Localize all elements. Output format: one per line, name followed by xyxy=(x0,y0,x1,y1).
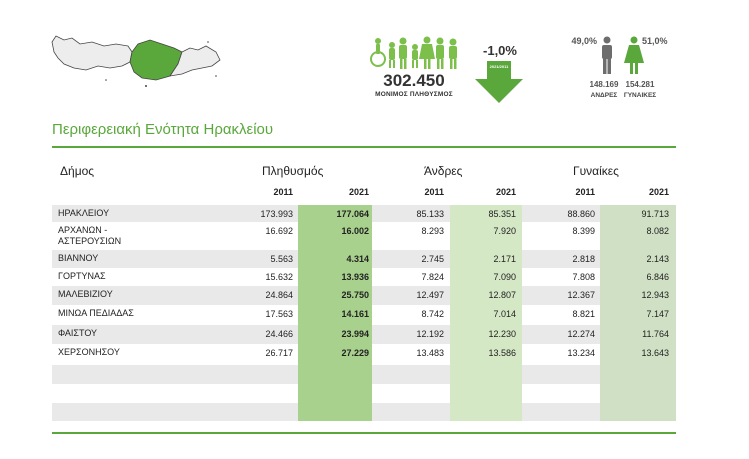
table-cell-women2011: 12.274 xyxy=(567,329,595,339)
table-cell-pop2011: 5.563 xyxy=(270,254,293,264)
table-cell-pop2021: 14.161 xyxy=(341,309,369,319)
table-cell-women2011: 7.808 xyxy=(572,272,595,282)
table-cell-pop2021: 177.064 xyxy=(336,209,369,219)
female-label: ΓΥΝΑΙΚΕΣ xyxy=(623,92,657,99)
table-cell-women2021: 91.713 xyxy=(641,209,669,219)
table-cell-pop2021: 23.994 xyxy=(341,329,369,339)
table-cell-men2011: 8.293 xyxy=(421,226,444,236)
table-cell-men2011: 12.192 xyxy=(416,329,444,339)
table-cell-women2021: 12.943 xyxy=(641,290,669,300)
table-cell-women2021: 6.846 xyxy=(646,272,669,282)
table-cell-women2011: 88.860 xyxy=(567,209,595,219)
table-cell-men2021: 13.586 xyxy=(488,348,516,358)
table-cell-women2011: 2.818 xyxy=(572,254,595,264)
municipality-name: ΦΑΙΣΤΟΥ xyxy=(58,328,98,338)
table-cell-women2021: 7.147 xyxy=(646,309,669,319)
population-total: 302.450 xyxy=(383,71,445,90)
table-cell-pop2021: 13.936 xyxy=(341,272,369,282)
population-change-pct: -1,0% xyxy=(483,43,517,58)
municipality-name: ΗΡΑΚΛΕΙΟΥ xyxy=(58,208,110,218)
highlight-column-2021 xyxy=(450,205,522,421)
table-cell-men2021: 12.807 xyxy=(488,290,516,300)
table-cell-women2021: 8.082 xyxy=(646,226,669,236)
table-cell-women2021: 11.764 xyxy=(642,329,669,339)
year-header: 2011 xyxy=(424,187,444,197)
municipality-name: ΒΙΑΝΝΟΥ xyxy=(58,253,99,263)
male-label: ΑΝΔΡΕΣ xyxy=(590,92,618,99)
municipality-name: ΑΡΧΑΝΩΝ - ΑΣΤΕΡΟΥΣΙΩΝ xyxy=(58,225,122,246)
highlight-column-2021 xyxy=(600,205,676,421)
down-arrow-icon xyxy=(475,61,523,103)
table-cell-pop2011: 26.717 xyxy=(265,348,293,358)
table-cell-men2011: 8.742 xyxy=(421,309,444,319)
table-cell-women2011: 13.234 xyxy=(567,348,595,358)
table-cell-men2021: 7.014 xyxy=(493,309,516,319)
table-cell-pop2011: 24.864 xyxy=(265,290,293,300)
table-cell-pop2011: 24.466 xyxy=(265,329,293,339)
table-cell-men2011: 12.497 xyxy=(416,290,444,300)
table-cell-pop2021: 16.002 xyxy=(341,226,369,236)
table-cell-pop2021: 4.314 xyxy=(346,254,369,264)
table-cell-pop2011: 173.993 xyxy=(260,209,293,219)
bottom-divider xyxy=(52,432,676,434)
municipality-name: ΜΙΝΩΑ ΠΕΔΙΑΔΑΣ xyxy=(58,308,134,318)
col-header-municipality: Δήμος xyxy=(60,164,95,178)
col-header-women: Γυναίκες xyxy=(573,164,619,178)
table-cell-men2011: 85.133 xyxy=(416,209,444,219)
year-header: 2021 xyxy=(648,187,669,197)
male-pct: 49,0% xyxy=(571,36,597,46)
table-cell-women2011: 8.399 xyxy=(572,226,595,236)
table-cell-women2021: 2.143 xyxy=(646,254,669,264)
table-cell-women2011: 12.367 xyxy=(567,290,595,300)
table-cell-men2021: 12.230 xyxy=(488,329,516,339)
crete-map-icon xyxy=(51,35,221,87)
year-header: 2011 xyxy=(273,187,293,197)
male-count: 148.169 xyxy=(589,80,619,89)
table-cell-pop2011: 15.632 xyxy=(265,272,293,282)
col-header-men: Άνδρες xyxy=(424,164,463,178)
table-cell-men2011: 2.745 xyxy=(421,254,444,264)
municipality-name: ΜΑΛΕΒΙΖΙΟΥ xyxy=(58,289,113,299)
table-cell-women2011: 8.821 xyxy=(572,309,595,319)
table-cell-men2021: 7.090 xyxy=(493,272,516,282)
col-header-population: Πληθυσμός xyxy=(262,164,324,178)
year-header: 2021 xyxy=(348,187,369,197)
table-cell-men2021: 7.920 xyxy=(493,226,516,236)
highlight-column-2021 xyxy=(298,205,372,421)
change-period-label: 2021/2011 xyxy=(489,64,509,69)
year-header: 2021 xyxy=(495,187,516,197)
table-cell-men2021: 85.351 xyxy=(488,209,516,219)
male-icon xyxy=(602,36,612,74)
table-cell-pop2011: 17.563 xyxy=(265,309,293,319)
municipality-name: ΧΕΡΣΟΝΗΣΟΥ xyxy=(58,347,120,357)
municipality-name: ΓΟΡΤΥΝΑΣ xyxy=(58,271,106,281)
page-title: Περιφερειακή Ενότητα Ηρακλείου xyxy=(52,121,274,138)
female-pct: 51,0% xyxy=(642,36,668,46)
table-cell-men2021: 2.171 xyxy=(493,254,516,264)
table-cell-men2011: 7.824 xyxy=(421,272,444,282)
population-group-icon xyxy=(370,36,457,69)
table-cell-pop2021: 27.229 xyxy=(341,348,369,358)
title-divider xyxy=(52,146,676,148)
female-count: 154.281 xyxy=(625,80,655,89)
table-cell-pop2021: 25.750 xyxy=(341,290,369,300)
year-header: 2011 xyxy=(575,187,595,197)
population-label: ΜΟΝΙΜΟΣ ΠΛΗΘΥΣΜΟΣ xyxy=(375,91,453,98)
table-cell-pop2011: 16.692 xyxy=(265,226,293,236)
female-icon xyxy=(624,36,644,74)
table-cell-women2021: 13.643 xyxy=(641,348,669,358)
table-cell-men2011: 13.483 xyxy=(416,348,444,358)
